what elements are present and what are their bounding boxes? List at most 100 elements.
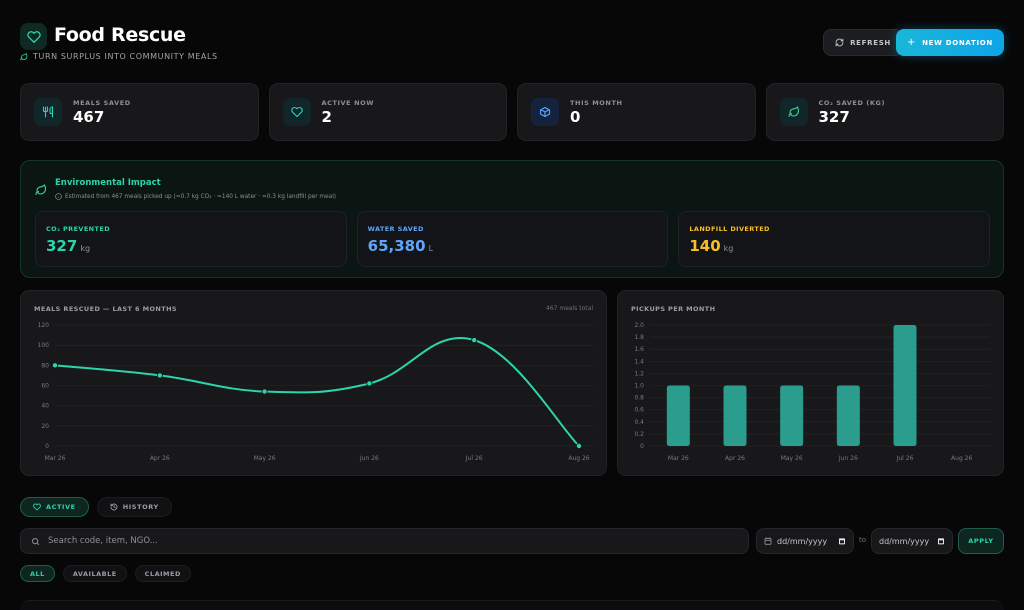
y-tick-label: 20 — [41, 423, 49, 430]
search-input[interactable] — [48, 536, 728, 546]
impact-cards: CO₂ PREVENTED 327 kg WATER SAVED 65,380 L … — [35, 211, 991, 267]
page-subtitle: TURN SURPLUS INTO COMMUNITY MEALS — [20, 52, 218, 61]
bar — [723, 385, 747, 446]
filter-all[interactable]: ALL — [20, 565, 55, 582]
date-range-separator: to — [859, 536, 867, 544]
bar — [836, 385, 860, 446]
refresh-label: REFRESH — [850, 38, 891, 47]
calendar-icon[interactable] — [937, 537, 945, 545]
utensils-icon — [34, 98, 62, 126]
history-icon — [110, 503, 118, 511]
x-tick-label: Jun 26 — [359, 455, 379, 462]
tab-label: HISTORY — [122, 503, 159, 511]
x-tick-label: Apr 26 — [150, 455, 170, 462]
stat-label: ACTIVE NOW — [321, 99, 375, 107]
tab-active[interactable]: ACTIVE — [20, 497, 89, 517]
data-point — [156, 372, 163, 379]
pickups-per-month-chart: 0 0.2 0.4 0.6 0.8 1.0 1.2 1.4 1.6 1.8 2.0 Mar 26 Apr… — [617, 290, 1004, 476]
bar — [666, 385, 690, 446]
y-tick-label: 1.0 — [634, 383, 644, 390]
bar — [893, 325, 917, 446]
leaf-icon — [779, 98, 808, 126]
new-donation-label: NEW DONATION — [922, 38, 993, 47]
y-tick-label: 0 — [45, 443, 49, 450]
date-to-field[interactable]: dd/mm/yyyy — [871, 528, 953, 554]
stat-card-co2-saved: CO₂ SAVED (KG) 327 — [765, 83, 1004, 141]
y-tick-label: 2.0 — [634, 322, 644, 329]
data-point — [51, 362, 58, 369]
x-tick-label: Aug 26 — [951, 455, 972, 462]
y-tick-label: 1.6 — [634, 346, 644, 353]
leaf-icon — [20, 52, 28, 60]
page-title: Food Rescue — [54, 24, 186, 46]
data-point — [366, 380, 373, 387]
refresh-button[interactable]: REFRESH — [823, 29, 903, 56]
y-tick-label: 100 — [38, 342, 50, 349]
series-line — [54, 337, 580, 447]
refresh-icon — [835, 38, 844, 47]
stat-card-this-month: THIS MONTH 0 — [517, 83, 756, 141]
y-tick-label: 0.2 — [634, 431, 644, 438]
subtitle-text: TURN SURPLUS INTO COMMUNITY MEALS — [33, 52, 218, 61]
x-tick-label: Jun 26 — [838, 455, 858, 462]
impact-card-value: 65,380 L — [368, 237, 433, 255]
date-to-value: dd/mm/yyyy — [879, 536, 930, 546]
status-filters: ALL AVAILABLE CLAIMED — [20, 565, 191, 582]
stat-card-meals-saved: MEALS SAVED 467 — [20, 83, 259, 141]
x-tick-label: Jul 26 — [465, 455, 483, 462]
impact-value: 327 — [46, 237, 78, 255]
stat-value: 327 — [818, 108, 850, 126]
impact-unit: kg — [723, 244, 734, 253]
x-tick-label: Mar 26 — [45, 455, 66, 462]
impact-card-label: CO₂ PREVENTED — [46, 225, 110, 233]
stat-label: MEALS SAVED — [73, 99, 131, 107]
y-tick-label: 0.6 — [634, 407, 644, 414]
tab-label: ACTIVE — [46, 503, 76, 511]
impact-value: 65,380 — [367, 237, 426, 255]
stat-card-active-now: ACTIVE NOW 2 — [268, 83, 507, 141]
bar-chart-svg: 0 0.2 0.4 0.6 0.8 1.0 1.2 1.4 1.6 1.8 2.0 Mar 26 Apr… — [634, 322, 990, 462]
new-donation-button[interactable]: + NEW DONATION — [896, 29, 1004, 56]
stat-value: 467 — [73, 108, 105, 126]
tab-history[interactable]: HISTORY — [96, 497, 172, 517]
x-tick-label: Mar 26 — [668, 455, 689, 462]
calendar-icon[interactable] — [838, 537, 846, 545]
date-from-field[interactable]: dd/mm/yyyy — [756, 528, 854, 554]
impact-card-label: WATER SAVED — [367, 225, 424, 233]
line-chart-svg: 0 20 40 60 80 100 120 Mar 26 Apr 26 May 26 Jun 26 J… — [38, 322, 593, 462]
heart-icon — [282, 98, 311, 126]
box-icon — [531, 98, 559, 126]
y-tick-label: 1.2 — [634, 370, 644, 377]
filter-available[interactable]: AVAILABLE — [62, 565, 127, 582]
impact-card-landfill: LANDFILL DIVERTED 140 kg — [678, 211, 991, 267]
apply-button[interactable]: APPLY — [958, 528, 1004, 554]
y-tick-label: 1.8 — [634, 334, 644, 341]
chart-title: MEALS RESCUED — LAST 6 MONTHS — [34, 305, 177, 313]
x-tick-label: Aug 26 — [568, 455, 589, 462]
impact-card-label: LANDFILL DIVERTED — [689, 225, 770, 233]
impact-subtitle: Estimated from 467 meals picked up (≈0.7… — [55, 193, 336, 200]
filter-claimed[interactable]: CLAIMED — [134, 565, 191, 582]
impact-subtitle-text: Estimated from 467 meals picked up (≈0.7… — [65, 193, 337, 200]
stats-row: MEALS SAVED 467 ACTIVE NOW 2 THIS MONTH … — [20, 83, 1004, 141]
chart-note: 467 meals total — [546, 305, 593, 312]
y-tick-label: 0.4 — [634, 419, 644, 426]
search-icon — [32, 537, 39, 545]
search-box — [20, 528, 749, 554]
stat-value: 2 — [321, 108, 332, 126]
impact-card-co2: CO₂ PREVENTED 327 kg — [35, 211, 347, 267]
plus-icon: + — [907, 37, 917, 48]
y-tick-label: 1.4 — [634, 358, 644, 365]
bar — [780, 385, 804, 446]
impact-card-water: WATER SAVED 65,380 L — [356, 211, 669, 267]
stat-label: CO₂ SAVED (KG) — [818, 99, 886, 107]
impact-card-value: 140 kg — [689, 237, 733, 255]
x-tick-label: Apr 26 — [725, 455, 745, 462]
info-icon — [55, 193, 62, 200]
stat-value: 0 — [570, 108, 581, 126]
y-tick-label: 0 — [640, 443, 644, 450]
data-point — [471, 337, 478, 344]
heart-icon — [20, 23, 47, 50]
impact-unit: L — [428, 244, 434, 253]
meals-rescued-chart: 0 20 40 60 80 100 120 Mar 26 Apr 26 May 26 Jun 26 J… — [20, 290, 607, 476]
